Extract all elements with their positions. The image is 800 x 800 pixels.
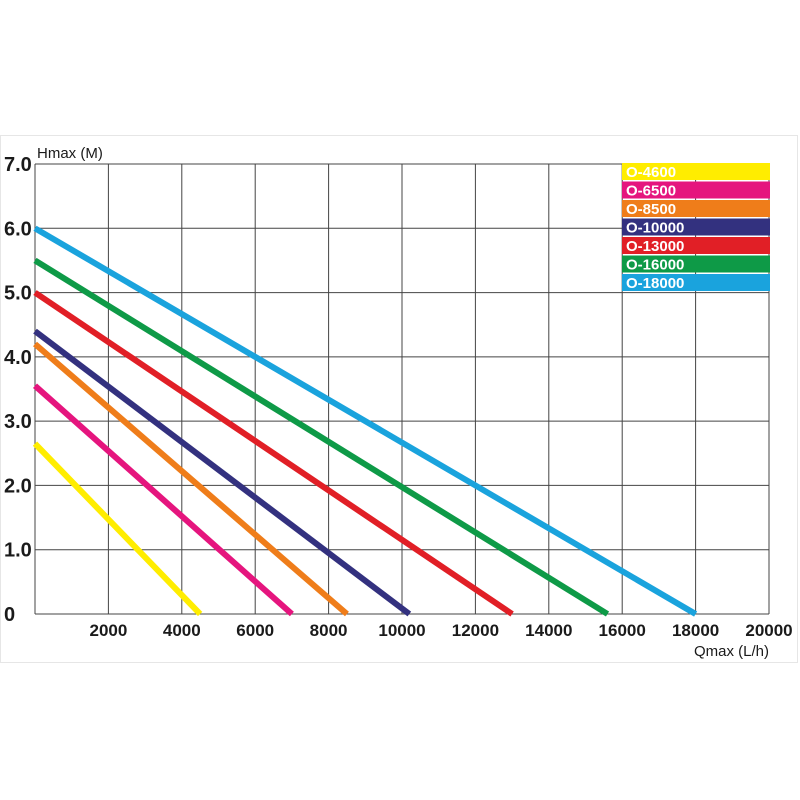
x-tick-label: 16000 <box>599 621 646 640</box>
legend-swatch <box>622 218 770 236</box>
legend-entry-label: O-18000 <box>626 275 684 292</box>
y-axis-label: Hmax (M) <box>37 145 103 162</box>
series-line-o-4600 <box>32 441 203 617</box>
series-line-o-13000 <box>33 290 514 617</box>
x-tick-label: 4000 <box>163 621 201 640</box>
y-tick-label: 2.0 <box>4 475 32 497</box>
x-tick-label: 6000 <box>236 621 274 640</box>
y-tick-label: 5.0 <box>4 283 32 305</box>
x-tick-label: 20000 <box>745 621 792 640</box>
x-tick-label: 10000 <box>378 621 425 640</box>
chart-frame <box>0 135 798 663</box>
series-line-o-18000 <box>33 225 698 617</box>
y-tick-label: 4.0 <box>4 347 32 369</box>
y-tick-label: 1.0 <box>4 540 32 562</box>
legend-swatch <box>622 163 770 180</box>
y-tick-label: 6.0 <box>4 218 32 240</box>
legend-entry-label: O-10000 <box>626 220 684 237</box>
x-axis-ticks: 2000 4000 6000 8000 10000 12000 14000 16000 1800… <box>89 621 792 640</box>
legend-swatch <box>622 200 770 217</box>
x-axis-label: Qmax (L/h) <box>694 643 769 660</box>
y-tick-label: 7.0 <box>4 154 32 176</box>
legend-swatch <box>622 237 770 254</box>
series-line-o-8500 <box>33 341 349 617</box>
legend-swatch <box>622 255 770 273</box>
x-tick-label: 8000 <box>310 621 348 640</box>
legend-entry-label: O-4600 <box>626 164 676 181</box>
y-tick-label: 0 <box>4 604 15 626</box>
legend-swatch <box>622 274 770 291</box>
legend-swatch <box>622 181 770 199</box>
legend-entry-label: O-16000 <box>626 257 684 274</box>
series-line-o-6500 <box>33 383 294 617</box>
y-tick-label: 3.0 <box>4 411 32 433</box>
x-tick-label: 2000 <box>89 621 127 640</box>
x-tick-label: 18000 <box>672 621 719 640</box>
legend-entry-label: O-13000 <box>626 238 684 255</box>
legend-entry-label: O-6500 <box>626 183 676 200</box>
x-tick-label: 14000 <box>525 621 572 640</box>
series-lines <box>32 225 698 617</box>
y-axis-ticks: 0 1.0 2.0 3.0 4.0 5.0 6.0 7.0 <box>4 154 32 626</box>
series-line-o-10000 <box>33 328 412 617</box>
series-line-o-16000 <box>33 257 610 617</box>
x-tick-label: 12000 <box>452 621 499 640</box>
legend-entry-label: O-8500 <box>626 201 676 218</box>
